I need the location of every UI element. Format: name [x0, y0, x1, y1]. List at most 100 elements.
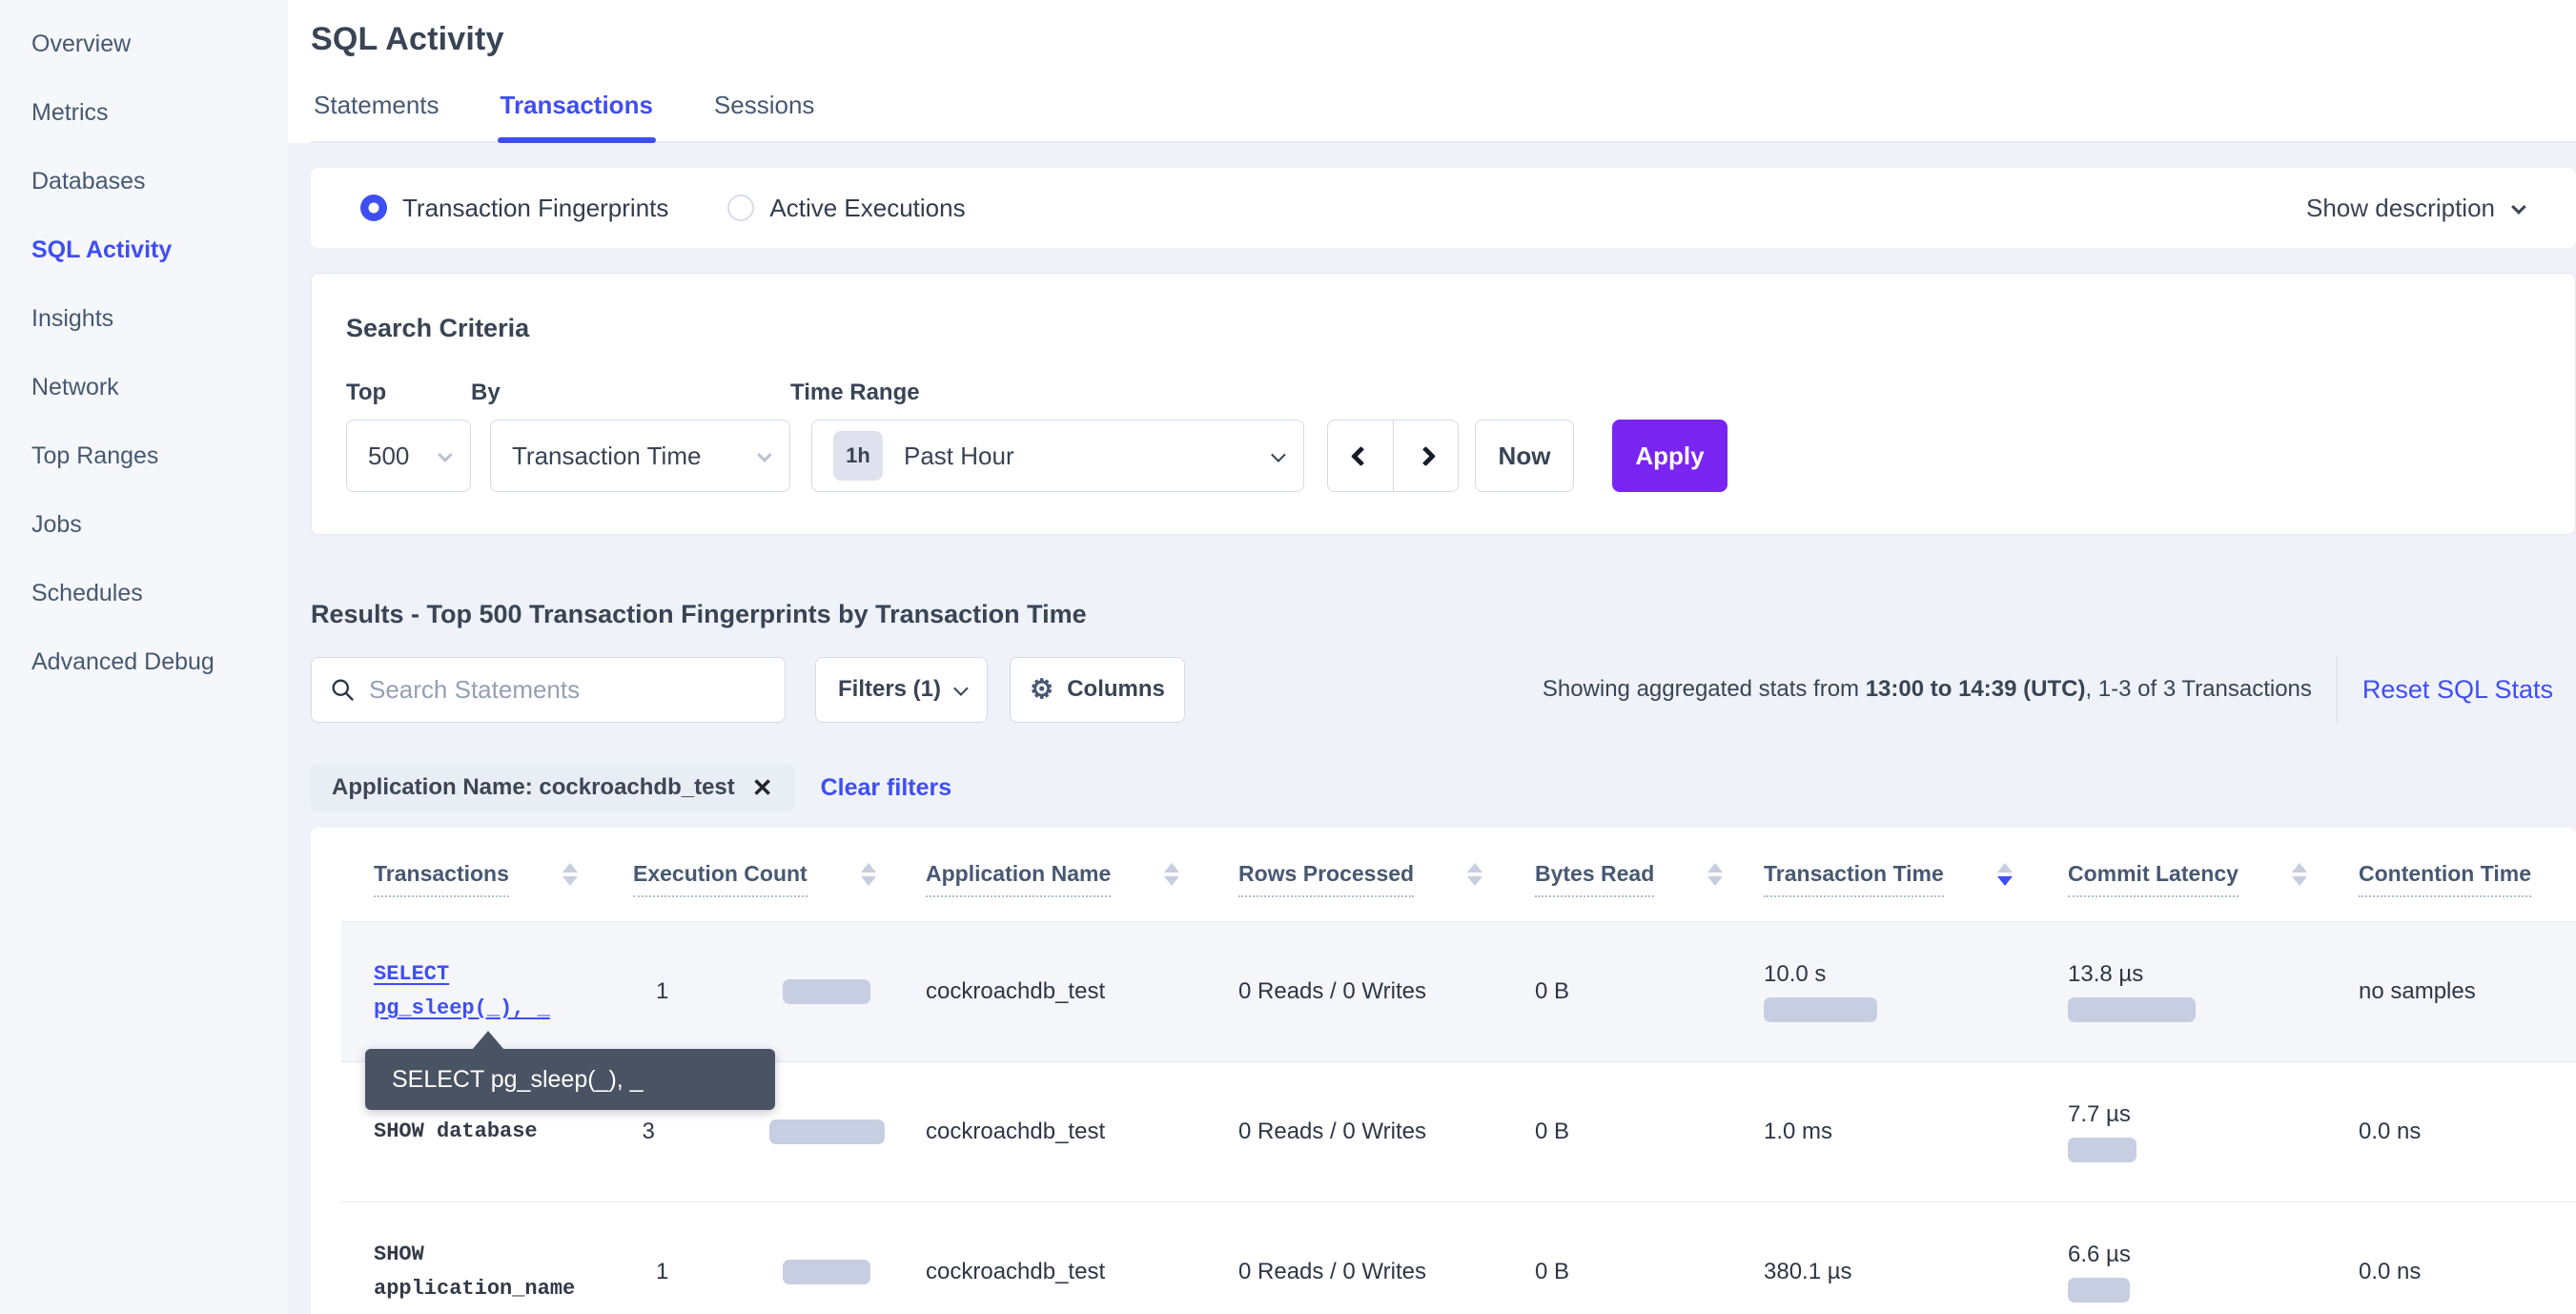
sidebar-item-advanced-debug[interactable]: Advanced Debug: [31, 647, 215, 675]
apply-button[interactable]: Apply: [1612, 420, 1728, 492]
column-header-label: Transaction Time: [1764, 861, 1944, 897]
column-header-rows-processed[interactable]: Rows Processed: [1206, 828, 1503, 921]
sidebar: Overview Metrics Databases SQL Activity Insi…: [0, 0, 288, 1314]
clear-filters-link[interactable]: Clear filters: [820, 773, 952, 801]
sidebar-nav: Overview Metrics Databases SQL Activity Insi…: [0, 10, 288, 696]
table-row: SHOW application_name 1 cockroachdb_test 0 …: [341, 1201, 2576, 1314]
sort-arrows-icon[interactable]: [1996, 863, 2013, 886]
tab-bar: Statements Transactions Sessions: [311, 91, 2576, 143]
column-header-application-name[interactable]: Application Name: [893, 828, 1206, 921]
transaction-time-value: 10.0 s: [1764, 961, 1827, 987]
column-header-execution-count[interactable]: Execution Count: [601, 828, 893, 921]
commit-latency-bar: [2068, 1138, 2136, 1162]
sidebar-item-schedules[interactable]: Schedules: [31, 579, 143, 606]
radio-transaction-fingerprints[interactable]: Transaction Fingerprints: [360, 194, 668, 223]
columns-label: Columns: [1067, 676, 1165, 702]
transaction-cell: SHOW application_name: [341, 1202, 601, 1314]
sort-arrows-icon[interactable]: [1467, 863, 1483, 886]
top-select[interactable]: 500: [346, 420, 471, 492]
results-heading: Results - Top 500 Transaction Fingerprin…: [311, 600, 1087, 628]
execution-count-cell: 1: [601, 922, 893, 1061]
columns-button[interactable]: ⚙ Columns: [1010, 656, 1185, 723]
active-filters-row: Application Name: cockroachdb_test ✕ Cle…: [311, 765, 2576, 811]
column-header-label: Contention Time: [2359, 861, 2532, 897]
sort-down-icon: [1996, 876, 2013, 886]
commit-latency-value: 7.7 µs: [2068, 1101, 2131, 1127]
rows-processed-cell: 0 Reads / 0 Writes: [1238, 978, 1426, 1004]
main-area: SQL Activity Statements Transactions Ses…: [288, 0, 2576, 1314]
search-input[interactable]: [369, 674, 767, 705]
sidebar-item-jobs[interactable]: Jobs: [31, 510, 82, 538]
transaction-time-value: 1.0 ms: [1764, 1119, 1833, 1144]
sort-up-icon: [1467, 863, 1483, 873]
by-select[interactable]: Transaction Time: [490, 420, 790, 492]
commit-latency-bar: [2068, 997, 2196, 1022]
sidebar-item-overview[interactable]: Overview: [31, 30, 132, 57]
filter-chip[interactable]: Application Name: cockroachdb_test ✕: [311, 765, 794, 811]
bytes-read-cell: 0 B: [1535, 978, 1570, 1004]
transaction-time-value: 380.1 µs: [1764, 1259, 1852, 1284]
time-range-select[interactable]: 1h Past Hour: [811, 420, 1304, 492]
search-icon: [332, 679, 354, 701]
chevron-down-icon: [953, 680, 969, 696]
execution-count-cell: 1: [601, 1202, 893, 1314]
radio-active-executions[interactable]: Active Executions: [727, 194, 966, 223]
column-header-label: Transactions: [374, 861, 509, 897]
tab-statements[interactable]: Statements: [314, 91, 440, 119]
sidebar-item-network[interactable]: Network: [31, 373, 119, 400]
execution-count-bar: [768, 1119, 885, 1144]
sort-up-icon: [1164, 863, 1180, 873]
top-label: Top: [346, 380, 387, 405]
sort-down-icon: [2291, 876, 2307, 886]
column-header-label: Rows Processed: [1238, 861, 1415, 897]
transaction-time: 10.0 s: [1731, 922, 2035, 1061]
sidebar-item-insights[interactable]: Insights: [31, 304, 114, 332]
remove-filter-icon[interactable]: ✕: [751, 772, 773, 802]
chevron-down-icon: [2511, 198, 2526, 215]
time-prev-button[interactable]: [1328, 421, 1393, 491]
filters-button[interactable]: Filters (1): [815, 656, 988, 723]
vertical-divider: [2336, 656, 2338, 723]
radio-selected-icon[interactable]: [360, 195, 387, 221]
sort-arrows-icon[interactable]: [2291, 863, 2307, 886]
transaction-fingerprint-text[interactable]: SHOW application_name: [374, 1242, 576, 1301]
sort-down-icon: [860, 876, 876, 886]
sort-arrows-icon[interactable]: [1164, 863, 1180, 886]
chevron-left-icon: [1350, 445, 1371, 466]
transaction-fingerprint-link[interactable]: SELECT pg_sleep(_), _: [374, 962, 550, 1020]
sort-up-icon: [1996, 863, 2013, 873]
by-field: By Transaction Time: [471, 380, 790, 492]
reset-sql-stats-link[interactable]: Reset SQL Stats: [2361, 674, 2553, 704]
sidebar-item-top-ranges[interactable]: Top Ranges: [31, 441, 159, 469]
tab-sessions[interactable]: Sessions: [713, 91, 815, 119]
tab-transactions[interactable]: Transactions: [497, 91, 657, 143]
column-header-contention-time[interactable]: Contention Time: [2326, 828, 2576, 921]
chevron-right-icon: [1415, 445, 1437, 466]
results-controls-row: Filters (1) ⚙ Columns Showing aggregated…: [311, 656, 2576, 723]
time-range-label: Time Range: [790, 380, 920, 405]
sort-arrows-icon[interactable]: [860, 863, 876, 886]
transaction-cell: SHOW database: [341, 1062, 601, 1201]
time-range-badge: 1h: [833, 431, 883, 481]
radio-unselected-icon[interactable]: [727, 195, 755, 221]
sidebar-item-metrics[interactable]: Metrics: [31, 98, 109, 126]
column-header-commit-latency[interactable]: Commit Latency: [2035, 828, 2326, 921]
contention-time-cell: no samples: [2359, 978, 2476, 1004]
column-header-transaction-time[interactable]: Transaction Time: [1731, 828, 2035, 921]
search-criteria-title: Search Criteria: [346, 314, 530, 342]
by-label: By: [471, 380, 501, 405]
time-next-button[interactable]: [1393, 421, 1458, 491]
search-box[interactable]: [311, 656, 786, 723]
show-description-toggle[interactable]: Show description: [2306, 194, 2526, 223]
column-header-transactions[interactable]: Transactions: [341, 828, 601, 921]
page-title: SQL Activity: [311, 21, 504, 57]
sidebar-item-sql-activity[interactable]: SQL Activity: [31, 236, 173, 263]
sort-arrows-icon[interactable]: [562, 863, 578, 886]
transaction-fingerprint-text[interactable]: SHOW database: [374, 1119, 538, 1143]
commit-latency: 7.7 µs: [2035, 1062, 2326, 1201]
sidebar-item-databases[interactable]: Databases: [31, 167, 146, 195]
now-button[interactable]: Now: [1475, 420, 1574, 492]
column-header-bytes-read[interactable]: Bytes Read: [1503, 828, 1731, 921]
rows-processed-cell: 0 Reads / 0 Writes: [1238, 1119, 1426, 1144]
sort-arrows-icon[interactable]: [1707, 863, 1724, 886]
